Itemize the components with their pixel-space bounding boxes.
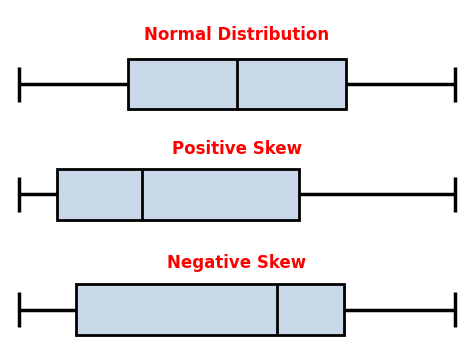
Text: Positive Skew: Positive Skew [172,140,302,158]
Bar [57,169,299,220]
Text: Negative Skew: Negative Skew [167,253,307,272]
Bar [128,58,346,109]
Bar [76,284,344,335]
Text: Normal Distribution: Normal Distribution [145,26,329,44]
